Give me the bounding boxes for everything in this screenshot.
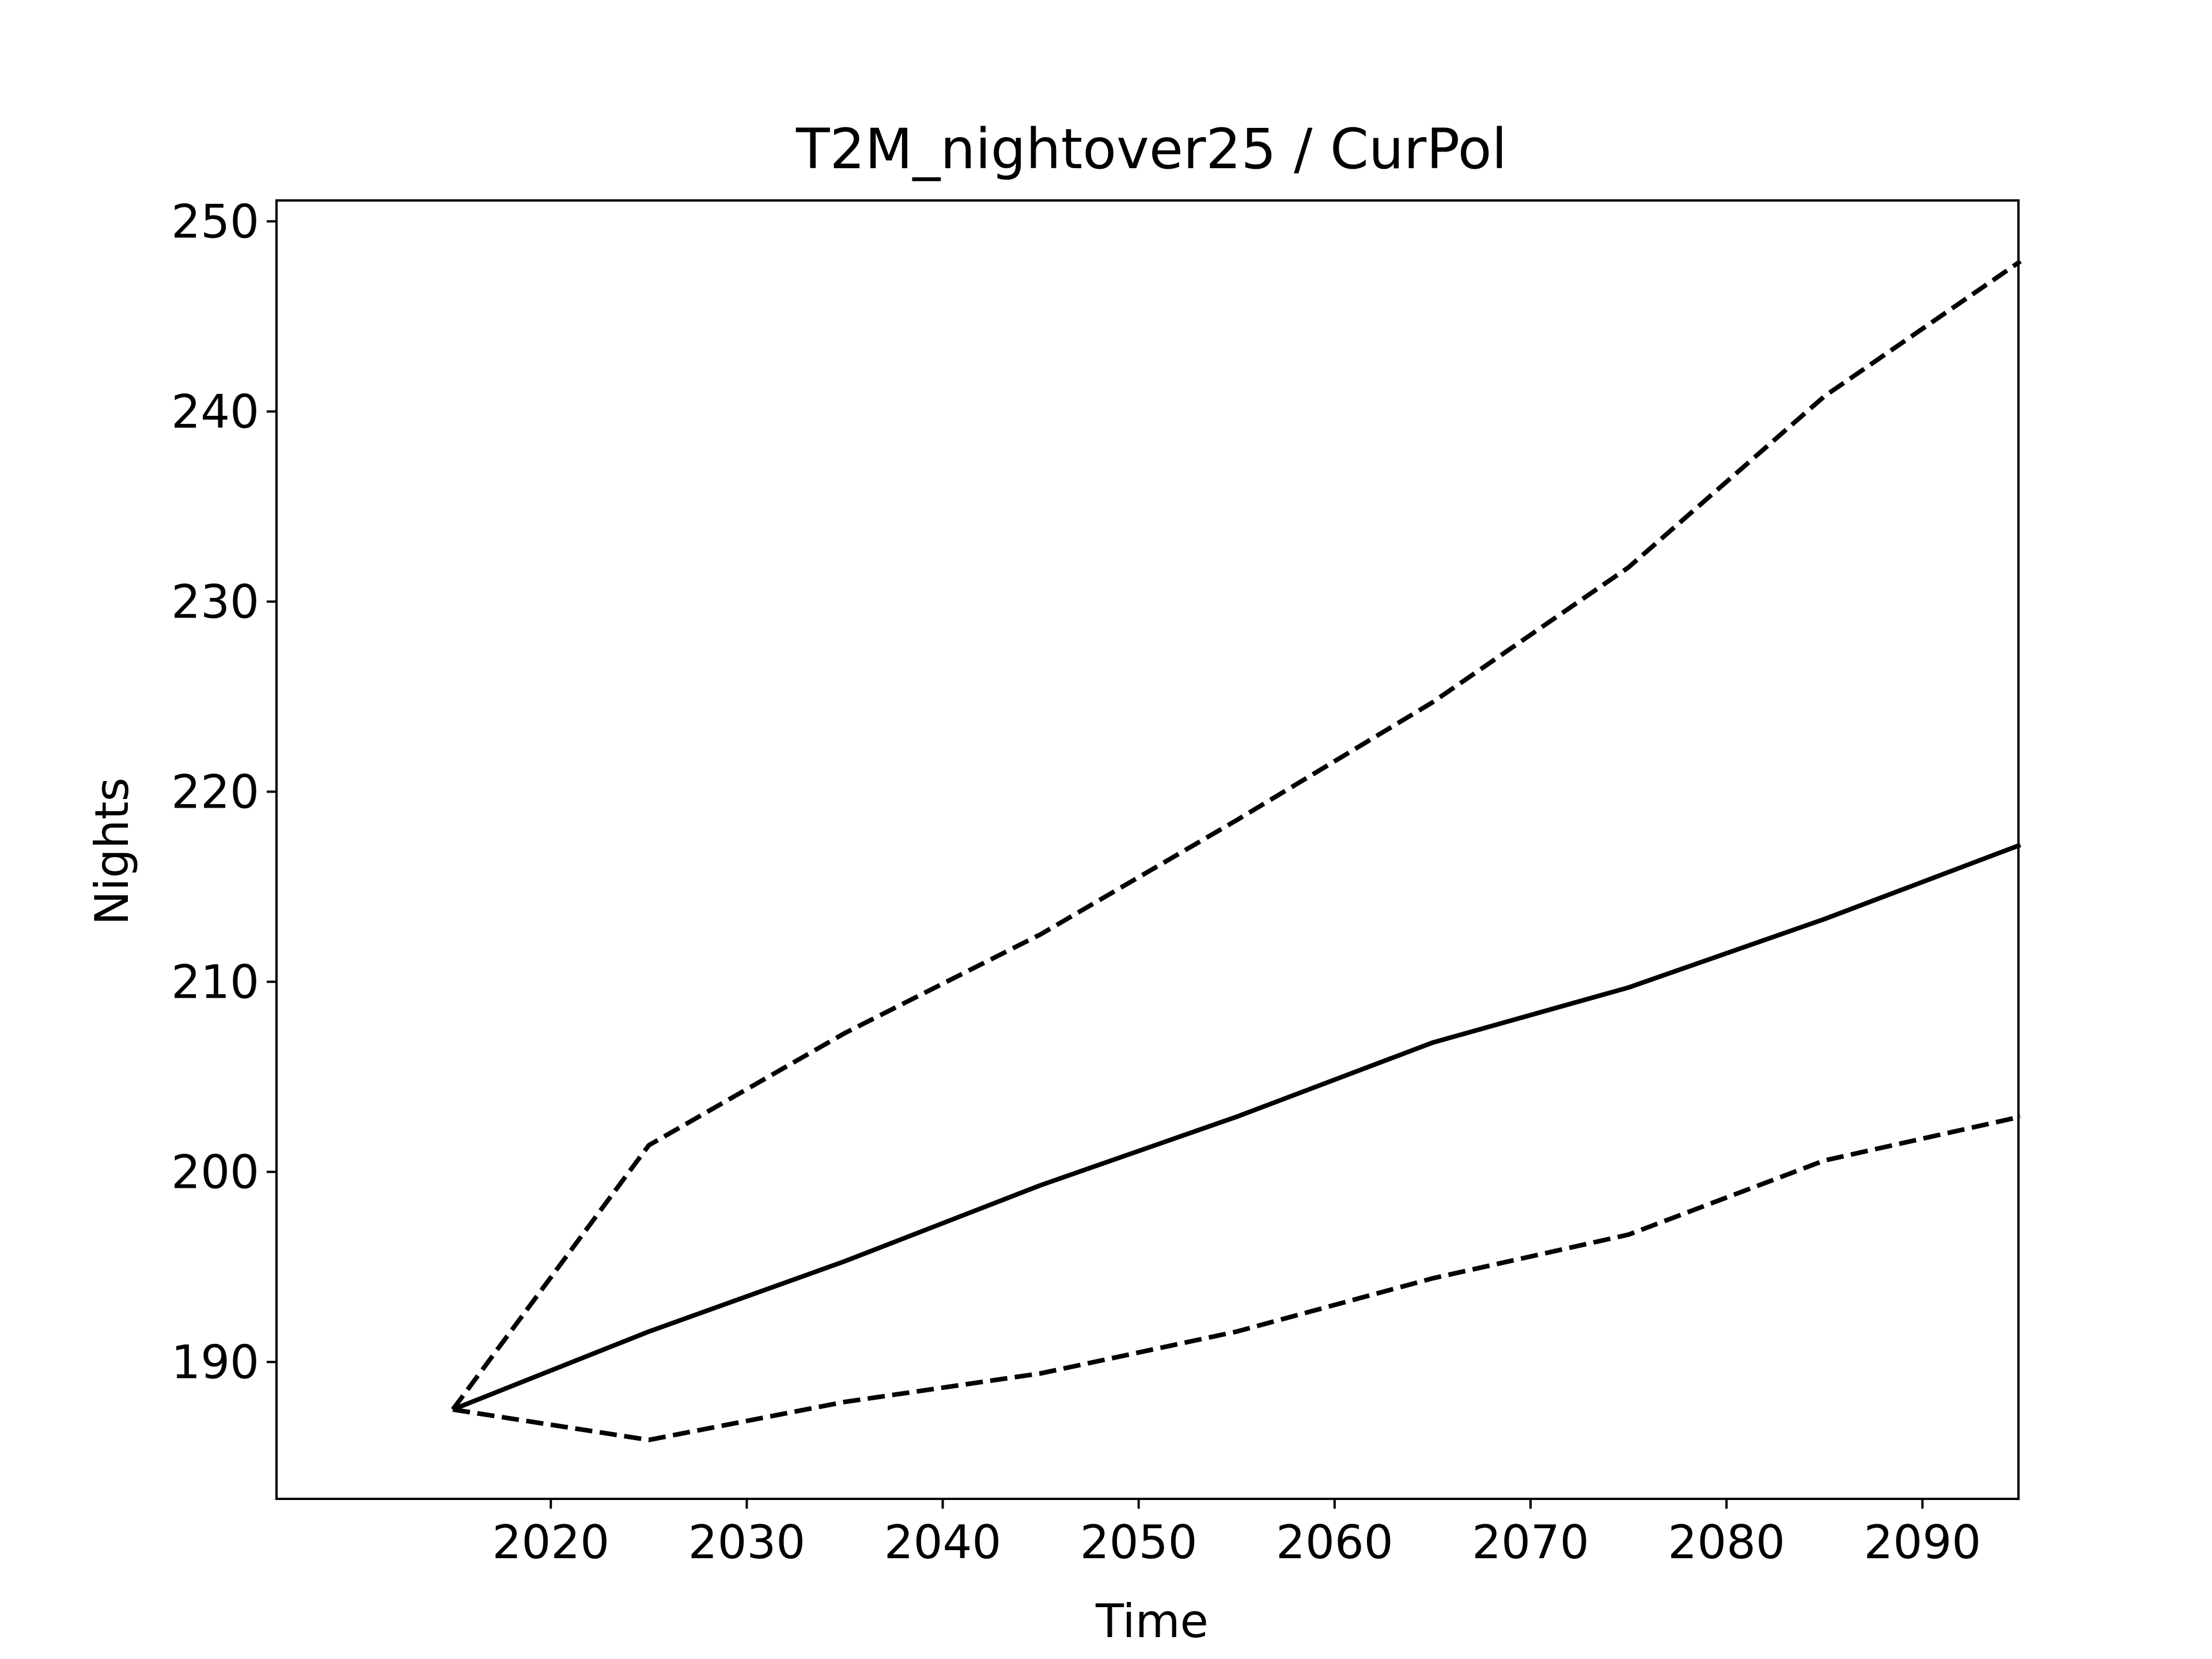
y-axis-ticks: 190 200 210 220 230 240 250	[171, 195, 276, 1389]
y-tick-label: 200	[171, 1145, 259, 1199]
x-axis-title: Time	[1095, 1594, 1209, 1648]
x-tick-label: 2040	[884, 1516, 1002, 1569]
x-tick-label: 2080	[1668, 1516, 1785, 1569]
plot-frame	[275, 199, 2020, 1500]
y-tick-label: 250	[171, 195, 259, 248]
series-layer	[450, 259, 2022, 1442]
x-tick-label: 2090	[1864, 1516, 1982, 1569]
y-tick-label: 240	[171, 385, 259, 438]
x-axis-ticks: 2020 2030 2040 2050 2060 2070 2080 2090	[492, 1499, 1981, 1569]
x-tick-label: 2070	[1472, 1516, 1589, 1569]
series-line-upper	[450, 259, 2022, 1411]
x-tick-label: 2060	[1276, 1516, 1393, 1569]
y-tick-label: 190	[171, 1335, 259, 1389]
chart-title: T2M_nightover25 / CurPol	[796, 117, 1507, 181]
y-tick-label: 230	[171, 575, 259, 628]
series-line-mean	[452, 842, 2021, 1412]
x-tick-label: 2020	[492, 1516, 609, 1569]
y-tick-label: 220	[171, 765, 259, 819]
x-tick-label: 2030	[688, 1516, 806, 1569]
series-line-lower	[452, 1114, 2021, 1442]
y-tick-label: 210	[171, 955, 259, 1009]
x-tick-label: 2050	[1080, 1516, 1198, 1569]
y-axis-title: Nights	[85, 778, 139, 926]
